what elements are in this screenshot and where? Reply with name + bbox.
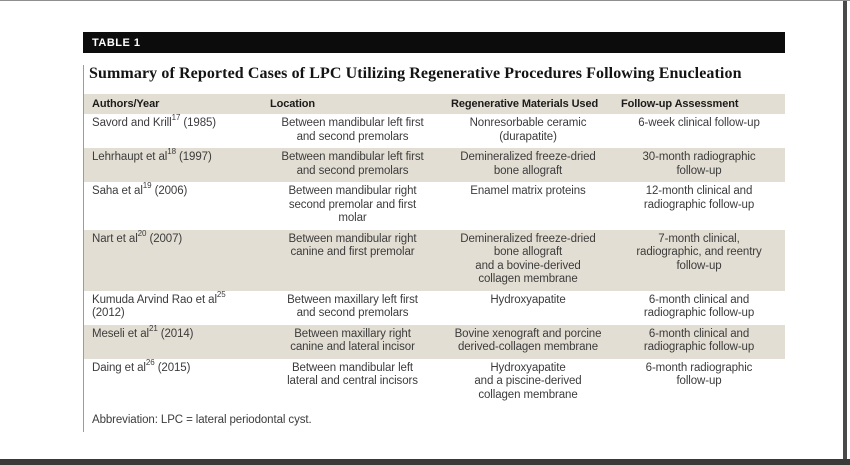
materials-cell: Hydroxyapatite and a piscine-derived col… xyxy=(474,361,582,401)
materials-cell: Demineralized freeze-dried bone allograf… xyxy=(460,232,596,286)
authors-cell: Kumuda Arvind Rao et al25 (2012) xyxy=(92,289,226,319)
location-cell: Between mandibular left lateral and cent… xyxy=(287,361,418,388)
materials-cell: Enamel matrix proteins xyxy=(470,185,586,197)
followup-cell: 6-month clinical and radiographic follow… xyxy=(643,327,755,354)
location-cell: Between mandibular left first and second… xyxy=(281,151,424,177)
reference-superscript: 20 xyxy=(137,228,147,238)
authors-cell: Savord and Krill17 (1985) xyxy=(92,113,217,129)
reference-superscript: 17 xyxy=(171,113,181,123)
reference-superscript: 19 xyxy=(142,181,152,191)
location-cell: Between maxillary left first and second … xyxy=(287,293,418,320)
column-header-regenerative-materials: Regenerative Materials Used xyxy=(451,98,599,110)
table-figure: TABLE 1 Summary of Reported Cases of LPC… xyxy=(83,1,785,432)
materials-cell: Demineralized freeze-dried bone allograf… xyxy=(460,151,596,177)
location-cell: Between mandibular right second premolar… xyxy=(288,185,417,224)
reference-superscript: 25 xyxy=(216,289,226,299)
followup-cell: 6-month radiographic follow-up xyxy=(645,361,753,388)
column-header-followup-assessment: Follow-up Assessment xyxy=(621,98,739,110)
location-cell: Between mandibular left first and second… xyxy=(281,117,424,143)
table-header-row: Authors/Year Location Regenerative Mater… xyxy=(84,94,785,114)
table-row: Meseli et al21 (2014) Between maxillary … xyxy=(84,323,785,359)
table-row: Lehrhaupt et al18 (1997) Between mandibu… xyxy=(84,148,785,182)
materials-cell: Hydroxyapatite xyxy=(490,293,566,306)
figure-title: Summary of Reported Cases of LPC Utilizi… xyxy=(89,65,742,82)
page-right-border xyxy=(843,1,847,465)
table-row: Saha et al19 (2006) Between mandibular r… xyxy=(84,182,785,230)
abbreviation-note: Abbreviation: LPC = lateral periodontal … xyxy=(92,414,312,426)
table-row: Nart et al20 (2007) Between mandibular r… xyxy=(84,228,785,291)
followup-cell: 6-month clinical and radiographic follow… xyxy=(643,293,755,320)
authors-cell: Lehrhaupt et al18 (1997) xyxy=(92,147,212,163)
reference-superscript: 26 xyxy=(145,357,155,367)
reference-superscript: 18 xyxy=(167,147,176,157)
materials-cell: Nonresorbable ceramic (durapatite) xyxy=(469,117,587,143)
followup-cell: 7-month clinical, radiographic, and reen… xyxy=(636,232,762,272)
data-table: Authors/Year Location Regenerative Mater… xyxy=(84,94,785,406)
location-cell: Between mandibular right canine and firs… xyxy=(288,232,417,259)
authors-cell: Saha et al19 (2006) xyxy=(92,181,188,197)
followup-cell: 6-week clinical follow-up xyxy=(638,117,760,129)
authors-cell: Meseli et al21 (2014) xyxy=(92,323,194,340)
followup-cell: 30-month radiographic follow-up xyxy=(642,151,756,177)
authors-cell: Nart et al20 (2007) xyxy=(92,228,183,245)
column-header-authors-year: Authors/Year xyxy=(92,98,160,110)
table-row: Daing et al26 (2015) Between mandibular … xyxy=(84,357,785,407)
page-bottom-border xyxy=(0,459,850,465)
table-row: Savord and Krill17 (1985) Between mandib… xyxy=(84,114,785,148)
table-label-bar: TABLE 1 xyxy=(83,32,785,53)
table-label: TABLE 1 xyxy=(92,36,141,49)
figure-body: Summary of Reported Cases of LPC Utilizi… xyxy=(83,65,785,432)
column-header-location: Location xyxy=(270,98,316,110)
location-cell: Between maxillary right canine and later… xyxy=(290,327,415,354)
table-row: Kumuda Arvind Rao et al25 (2012) Between… xyxy=(84,289,785,325)
authors-cell: Daing et al26 (2015) xyxy=(92,357,191,374)
followup-cell: 12-month clinical and radiographic follo… xyxy=(643,185,755,211)
materials-cell: Bovine xenograft and porcine derived-col… xyxy=(454,327,602,354)
reference-superscript: 21 xyxy=(148,323,158,333)
